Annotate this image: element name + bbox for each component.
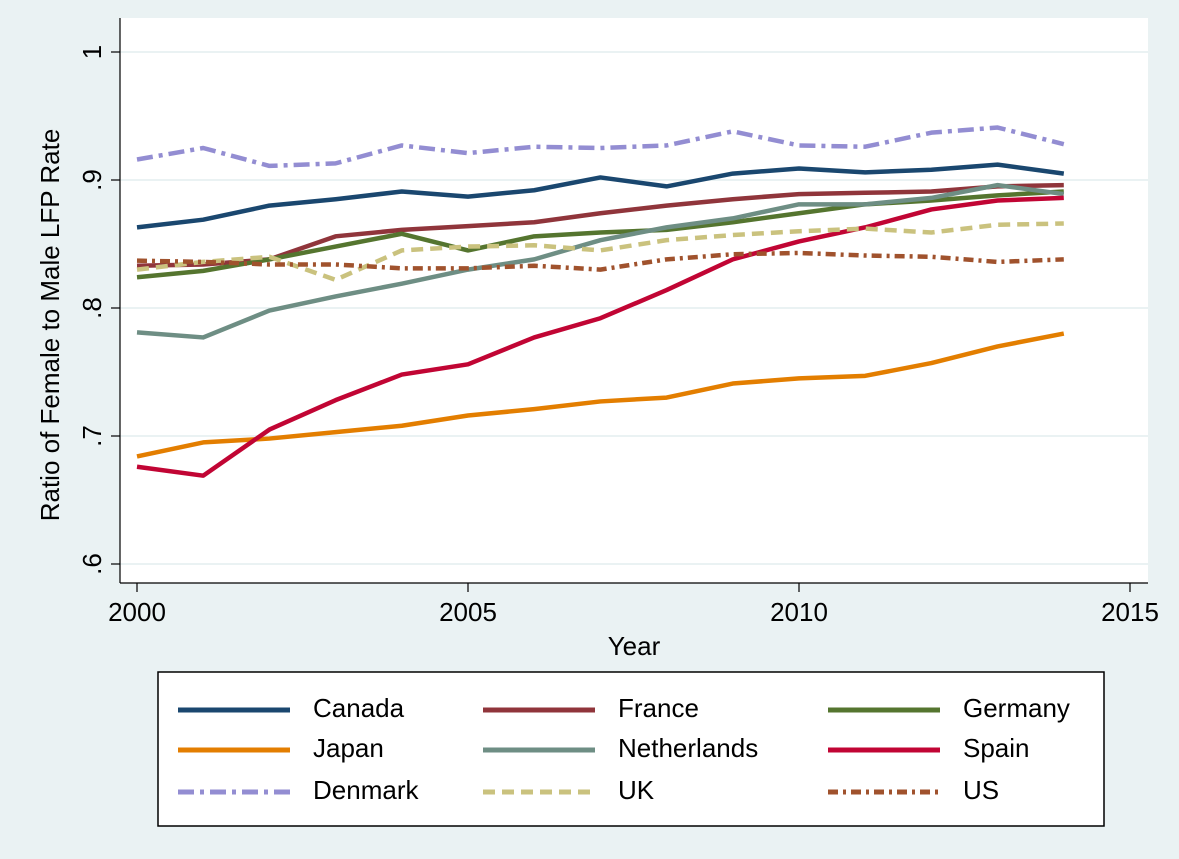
series-line [136,182,1065,340]
legend-box [157,671,1105,827]
legend-label: US [963,775,999,805]
x-tick-label: 2015 [1101,597,1159,627]
y-tick-label: .7 [77,425,107,447]
y-tick-label: .9 [77,169,107,191]
legend-label: UK [618,775,655,805]
y-axis-title: Ratio of Female to Male LFP Rate [35,129,65,522]
plot-area [120,18,1148,583]
x-tick-label: 2000 [108,597,166,627]
x-axis-title: Year [608,631,661,661]
series-line [136,162,1065,230]
legend-label: Spain [963,733,1030,763]
series-line [136,250,1064,272]
legend-label: Canada [313,693,405,723]
legend-label: Germany [963,693,1070,723]
legend-label: Denmark [313,775,419,805]
y-tick-label: .6 [77,553,107,575]
y-tick-label: 1 [77,45,107,59]
series-line [136,195,1064,478]
series-line [136,125,1065,169]
y-tick-label: .8 [77,297,107,319]
legend-label: Netherlands [618,733,758,763]
legend-label: France [618,693,699,723]
x-tick-label: 2010 [770,597,828,627]
legend-label: Japan [313,733,384,763]
x-tick-label: 2005 [439,597,497,627]
series-line [136,331,1065,459]
series-line [136,182,1064,269]
